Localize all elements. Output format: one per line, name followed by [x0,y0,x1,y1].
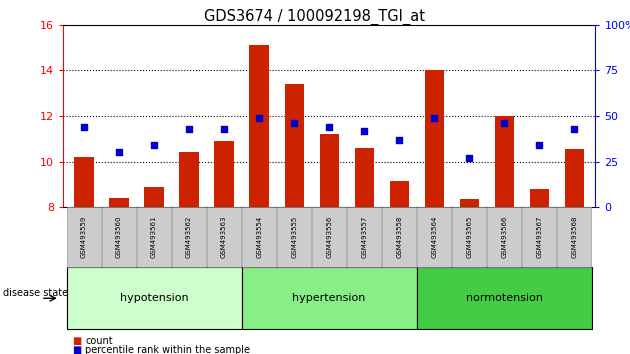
Bar [74,157,94,207]
Point [429,115,439,121]
Point [114,149,124,155]
Point [359,128,369,133]
Point [464,155,474,161]
Bar [389,181,409,207]
Text: count: count [85,336,113,346]
Text: disease state: disease state [3,288,68,298]
Bar [110,198,129,207]
Point [394,137,404,142]
Point [289,120,299,126]
Text: GSM493563: GSM493563 [221,216,227,258]
Text: GSM493560: GSM493560 [116,216,122,258]
Bar [530,189,549,207]
Point [570,126,580,132]
Bar [214,141,234,207]
Text: GSM493555: GSM493555 [291,216,297,258]
Bar [425,70,444,207]
Text: GSM493557: GSM493557 [361,216,367,258]
Text: GSM493562: GSM493562 [186,216,192,258]
Text: GSM493554: GSM493554 [256,216,262,258]
Text: GSM493558: GSM493558 [396,216,402,258]
Text: GSM493567: GSM493567 [536,216,542,258]
Bar [564,149,584,207]
Text: GSM493565: GSM493565 [466,216,472,258]
Point [184,126,194,132]
Bar [249,45,269,207]
Text: GDS3674 / 100092198_TGI_at: GDS3674 / 100092198_TGI_at [205,9,425,25]
Bar [460,199,479,207]
Text: ■: ■ [72,346,82,354]
Bar [144,187,164,207]
Text: normotension: normotension [466,293,543,303]
Text: GSM493564: GSM493564 [432,216,437,258]
Bar [180,152,198,207]
Text: GSM493566: GSM493566 [501,216,507,258]
Text: GSM493559: GSM493559 [81,216,87,258]
Text: percentile rank within the sample: percentile rank within the sample [85,346,250,354]
Point [499,120,509,126]
Text: hypotension: hypotension [120,293,188,303]
Point [79,124,89,130]
Bar [285,84,304,207]
Point [219,126,229,132]
Text: GSM493568: GSM493568 [571,216,577,258]
Point [149,142,159,148]
Point [534,142,544,148]
Bar [319,134,339,207]
Text: ■: ■ [72,336,82,346]
Text: GSM493561: GSM493561 [151,216,157,258]
Point [254,115,264,121]
Bar [355,148,374,207]
Point [324,124,334,130]
Text: hypertension: hypertension [292,293,366,303]
Text: GSM493556: GSM493556 [326,216,332,258]
Bar [495,116,514,207]
